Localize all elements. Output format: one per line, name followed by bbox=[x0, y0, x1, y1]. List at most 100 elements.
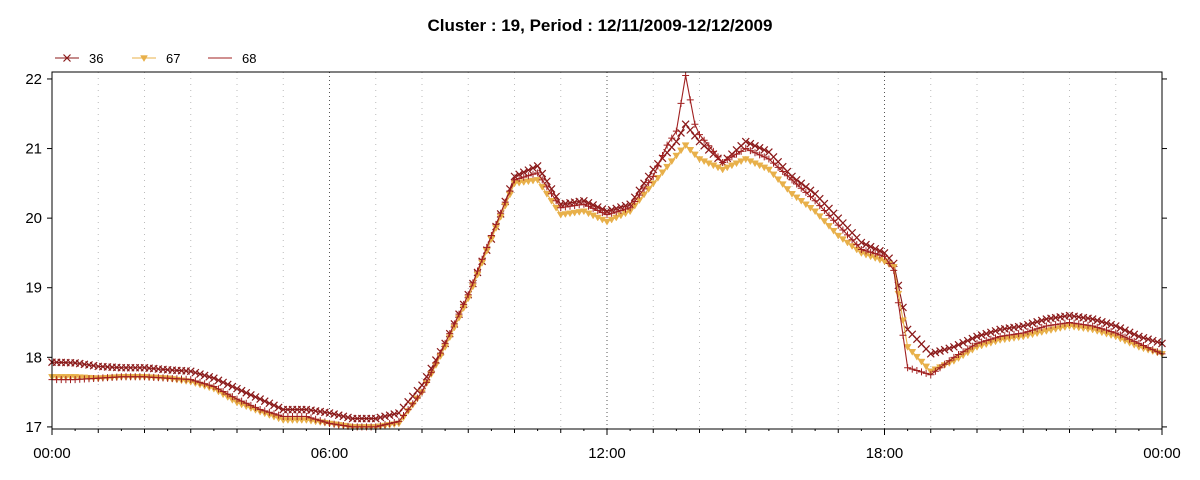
data-point-68 bbox=[1066, 319, 1073, 327]
data-point-68 bbox=[265, 408, 273, 416]
data-point-36 bbox=[237, 386, 246, 395]
data-point-68 bbox=[686, 96, 694, 104]
data-point-36 bbox=[390, 410, 399, 419]
data-point-67 bbox=[912, 353, 921, 361]
data-point-36 bbox=[200, 371, 209, 380]
data-point-36 bbox=[330, 410, 339, 419]
data-point-68 bbox=[1149, 346, 1157, 354]
data-point-68 bbox=[765, 155, 773, 163]
data-point-36 bbox=[1033, 317, 1042, 326]
data-point-36 bbox=[1139, 333, 1148, 342]
data-point-36 bbox=[413, 386, 422, 395]
data-point-68 bbox=[696, 131, 703, 139]
data-point-68 bbox=[598, 209, 606, 217]
data-point-68 bbox=[890, 266, 898, 274]
data-point-68 bbox=[839, 226, 847, 234]
data-point-36 bbox=[1019, 322, 1028, 330]
data-point-36 bbox=[260, 397, 269, 406]
data-point-67 bbox=[561, 211, 570, 218]
data-point-68 bbox=[668, 134, 676, 142]
data-point-67 bbox=[538, 184, 547, 191]
y-tick-label: 18 bbox=[25, 349, 42, 366]
data-point-68 bbox=[326, 419, 333, 427]
data-point-68 bbox=[714, 153, 722, 161]
data-point-68 bbox=[631, 197, 639, 205]
data-point-36 bbox=[251, 393, 260, 401]
data-point-68 bbox=[585, 202, 592, 210]
data-point-68 bbox=[737, 147, 745, 155]
data-point-68 bbox=[608, 209, 616, 217]
data-point-68 bbox=[386, 420, 394, 428]
data-point-68 bbox=[390, 418, 398, 426]
data-point-68 bbox=[931, 367, 939, 375]
data-point-36 bbox=[325, 409, 334, 417]
data-point-36 bbox=[242, 388, 251, 397]
data-point-68 bbox=[756, 151, 764, 159]
data-point-68 bbox=[529, 170, 537, 178]
data-point-67 bbox=[922, 363, 931, 371]
data-point-68 bbox=[1070, 319, 1078, 327]
data-point-68 bbox=[233, 395, 241, 403]
data-point-68 bbox=[511, 176, 518, 184]
data-point-68 bbox=[1019, 329, 1027, 337]
series-layer bbox=[48, 71, 1166, 431]
data-point-67 bbox=[677, 147, 685, 155]
data-point-36 bbox=[801, 182, 810, 191]
data-point-68 bbox=[746, 147, 754, 155]
data-point-36 bbox=[1037, 316, 1046, 325]
data-point-68 bbox=[635, 191, 643, 199]
data-point-68 bbox=[834, 221, 842, 229]
data-point-68 bbox=[381, 421, 389, 429]
data-point-36 bbox=[408, 392, 417, 401]
data-point-36 bbox=[1093, 316, 1102, 325]
data-point-68 bbox=[548, 190, 555, 198]
data-point-68 bbox=[617, 206, 625, 214]
data-point-68 bbox=[922, 369, 930, 377]
data-point-36 bbox=[519, 168, 528, 177]
data-point-67 bbox=[672, 152, 681, 160]
data-point-36 bbox=[862, 240, 870, 249]
data-point-36 bbox=[334, 411, 343, 420]
data-point-68 bbox=[862, 247, 870, 255]
data-point-68 bbox=[515, 174, 523, 182]
data-point-68 bbox=[793, 180, 801, 188]
data-point-68 bbox=[543, 183, 551, 191]
legend-label-67: 67 bbox=[166, 51, 180, 66]
data-point-36 bbox=[751, 141, 759, 150]
data-point-67 bbox=[806, 205, 815, 212]
legend-label-68: 68 bbox=[242, 51, 256, 66]
data-point-68 bbox=[187, 376, 195, 384]
legend-label-36: 36 bbox=[89, 51, 103, 66]
x-tick-label: 12:00 bbox=[588, 445, 626, 462]
data-point-68 bbox=[483, 243, 491, 251]
data-point-67 bbox=[644, 186, 653, 193]
data-point-36 bbox=[427, 364, 436, 373]
data-point-68 bbox=[224, 390, 232, 398]
data-point-68 bbox=[1089, 322, 1097, 330]
data-point-68 bbox=[441, 339, 449, 347]
data-point-36 bbox=[936, 347, 944, 355]
legend: 36 67 68 bbox=[55, 51, 256, 66]
data-point-68 bbox=[779, 168, 787, 176]
data-point-67 bbox=[788, 191, 796, 198]
data-point-68 bbox=[552, 197, 560, 205]
data-point-68 bbox=[742, 145, 750, 153]
data-point-36 bbox=[690, 131, 699, 140]
data-point-68 bbox=[1010, 330, 1018, 338]
data-point-68 bbox=[626, 204, 634, 212]
data-point-67 bbox=[774, 176, 783, 184]
data-point-67 bbox=[903, 344, 912, 351]
data-point-68 bbox=[867, 248, 875, 256]
data-point-68 bbox=[418, 388, 426, 396]
data-point-68 bbox=[603, 211, 611, 219]
data-point-68 bbox=[723, 156, 731, 164]
data-point-68 bbox=[881, 252, 888, 260]
data-point-68 bbox=[302, 412, 310, 420]
data-point-68 bbox=[409, 400, 417, 408]
data-point-68 bbox=[941, 360, 949, 368]
data-point-36 bbox=[256, 395, 265, 404]
data-point-68 bbox=[557, 204, 565, 212]
data-point-36 bbox=[219, 378, 228, 387]
data-point-68 bbox=[982, 337, 990, 345]
data-point-68 bbox=[191, 377, 199, 385]
